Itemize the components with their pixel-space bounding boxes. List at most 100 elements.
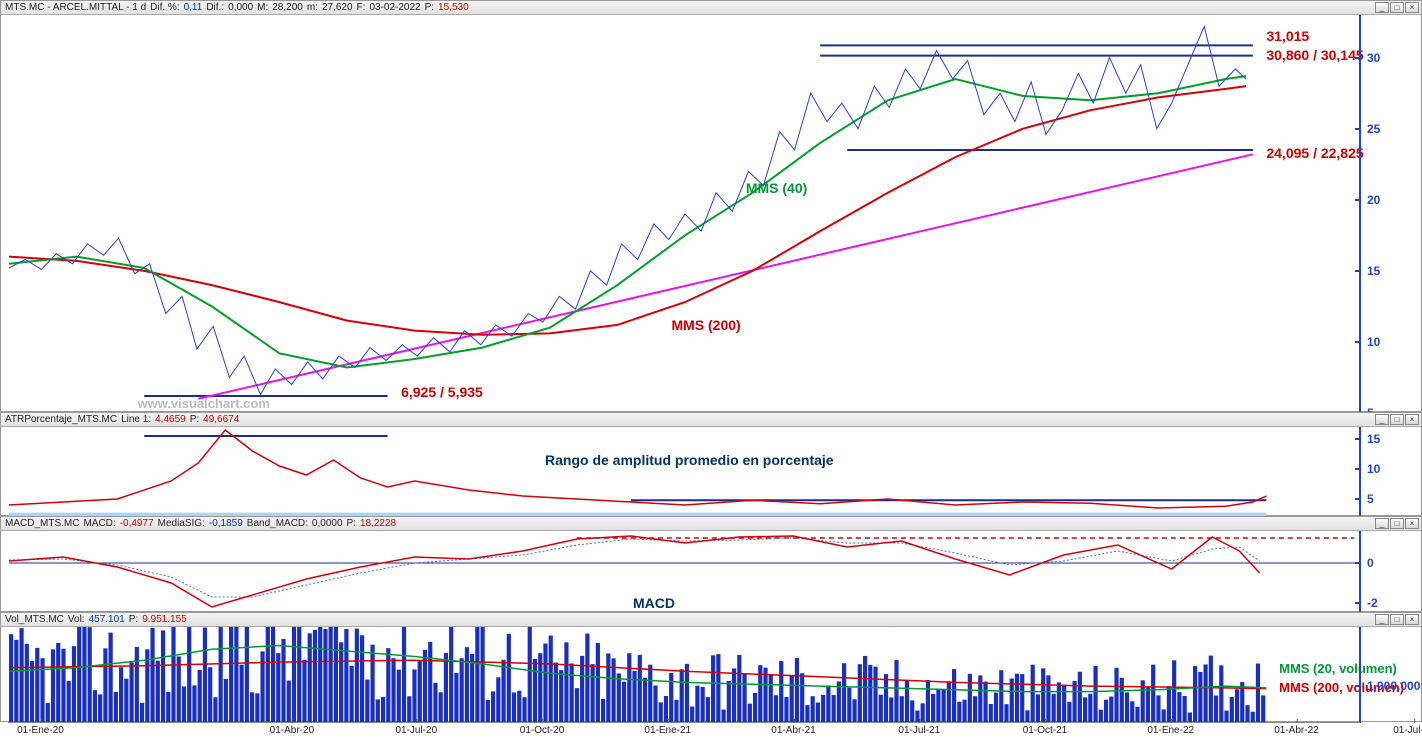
volume-bar xyxy=(821,695,825,723)
volume-bar xyxy=(711,655,715,723)
volume-bar xyxy=(93,690,97,723)
window-controls: _□× xyxy=(1375,414,1419,425)
close-button[interactable]: × xyxy=(1405,518,1419,529)
volume-bar xyxy=(832,695,836,723)
window-controls: _□× xyxy=(1375,2,1419,13)
volume-bar xyxy=(323,629,327,723)
atr-panel: ATRPorcentaje_MTS.MCLine 1: 4,4659P: 49,… xyxy=(0,412,1422,516)
volume-bar xyxy=(549,636,553,723)
volume-bar xyxy=(1088,694,1092,723)
volume-bar xyxy=(695,686,699,723)
volume-bar xyxy=(931,694,935,723)
price-line xyxy=(9,26,1246,394)
x-tick: 01-Oct-20 xyxy=(520,725,564,736)
volume-y-axis: 1.000.000 xyxy=(1359,627,1421,723)
minimize-button[interactable]: _ xyxy=(1375,2,1389,13)
volume-bar xyxy=(868,665,872,723)
volume-bar xyxy=(617,673,621,723)
minimize-button[interactable]: _ xyxy=(1375,614,1389,625)
volume-bar xyxy=(528,627,532,723)
maximize-button[interactable]: □ xyxy=(1390,614,1404,625)
maximize-button[interactable]: □ xyxy=(1390,518,1404,529)
volume-bar xyxy=(554,663,558,723)
volume-bar xyxy=(1125,692,1129,723)
atr-plot[interactable]: Rango de amplitud promedio en porcentaje xyxy=(9,427,1361,517)
close-button[interactable]: × xyxy=(1405,614,1419,625)
x-tick: 01-Abr-20 xyxy=(270,725,314,736)
volume-bar xyxy=(82,627,86,723)
maximize-button[interactable]: □ xyxy=(1390,414,1404,425)
close-button[interactable]: × xyxy=(1405,2,1419,13)
dif-pct-value: 0,11 xyxy=(184,2,203,13)
volume-plot[interactable]: MMS (20, volumen)MMS (200, volumen) xyxy=(9,627,1361,723)
trendline xyxy=(198,154,1253,398)
volume-bar xyxy=(51,649,55,723)
volume-bar xyxy=(1183,696,1187,723)
minimize-button[interactable]: _ xyxy=(1375,414,1389,425)
volume-bar xyxy=(1177,692,1181,723)
volume-bar xyxy=(999,670,1003,723)
volume-bar xyxy=(905,680,909,723)
volume-bar xyxy=(774,695,778,723)
volume-bar xyxy=(852,699,856,723)
minimize-button[interactable]: _ xyxy=(1375,518,1389,529)
volume-bar xyxy=(816,703,820,723)
volume-bar xyxy=(119,667,123,723)
volume-bar xyxy=(1104,700,1108,723)
volume-bar xyxy=(1203,664,1207,723)
volume-bar xyxy=(397,670,401,723)
volume-bar xyxy=(643,678,647,723)
volume-bar xyxy=(250,692,254,723)
volume-bar xyxy=(653,686,657,723)
volume-bar xyxy=(203,628,207,723)
volume-bar xyxy=(501,660,505,723)
volume-bar xyxy=(1036,694,1040,723)
volume-bar xyxy=(884,674,888,723)
volume-bar xyxy=(334,627,338,723)
volume-bar xyxy=(313,630,317,723)
x-tick: 01-Ene-20 xyxy=(17,725,64,736)
volume-bar xyxy=(19,628,23,723)
volume-bar xyxy=(444,653,448,723)
volume-bar xyxy=(391,658,395,723)
volume-bar xyxy=(481,627,485,723)
volume-bar xyxy=(412,669,416,723)
close-button[interactable]: × xyxy=(1405,414,1419,425)
volume-bar xyxy=(952,669,956,723)
volume-bar xyxy=(779,661,783,723)
maximize-button[interactable]: □ xyxy=(1390,2,1404,13)
price-plot[interactable]: 31,01530,860 / 30,14524,095 / 22,8256,92… xyxy=(9,15,1361,413)
volume-bar xyxy=(769,674,773,723)
volume-bar xyxy=(632,671,636,723)
volume-bar xyxy=(234,627,238,723)
volume-bar xyxy=(25,644,29,723)
y-tick: 5 xyxy=(1367,492,1374,506)
window-controls: _□× xyxy=(1375,614,1419,625)
volume-bar xyxy=(9,634,13,723)
volume-bar xyxy=(329,627,333,723)
volume-bar xyxy=(570,663,574,723)
volume-bar xyxy=(1062,685,1066,723)
volume-bar xyxy=(433,683,437,723)
volume-bar xyxy=(1052,694,1056,723)
volume-bar xyxy=(559,670,563,723)
volume-bar xyxy=(926,680,930,723)
window-controls: _□× xyxy=(1375,518,1419,529)
volume-bar xyxy=(800,673,804,723)
volume-bar xyxy=(1093,666,1097,723)
volume-bar xyxy=(1146,687,1150,723)
volume-bar xyxy=(512,692,516,723)
volume-bar xyxy=(1015,674,1019,723)
mms200_label-annotation: MMS (200) xyxy=(671,317,740,333)
volume-bar xyxy=(187,627,191,723)
volume-bar xyxy=(879,695,883,723)
volume-bar xyxy=(973,696,977,723)
volume-bar xyxy=(1235,689,1239,723)
volume-bar xyxy=(360,635,364,723)
volume-bar xyxy=(1151,665,1155,723)
macd-plot[interactable]: MACD xyxy=(9,531,1361,613)
volume-bar xyxy=(622,682,626,723)
y-tick: 10 xyxy=(1367,335,1380,349)
volume-bar xyxy=(716,654,720,723)
y-tick: 1.000.000 xyxy=(1367,679,1420,693)
